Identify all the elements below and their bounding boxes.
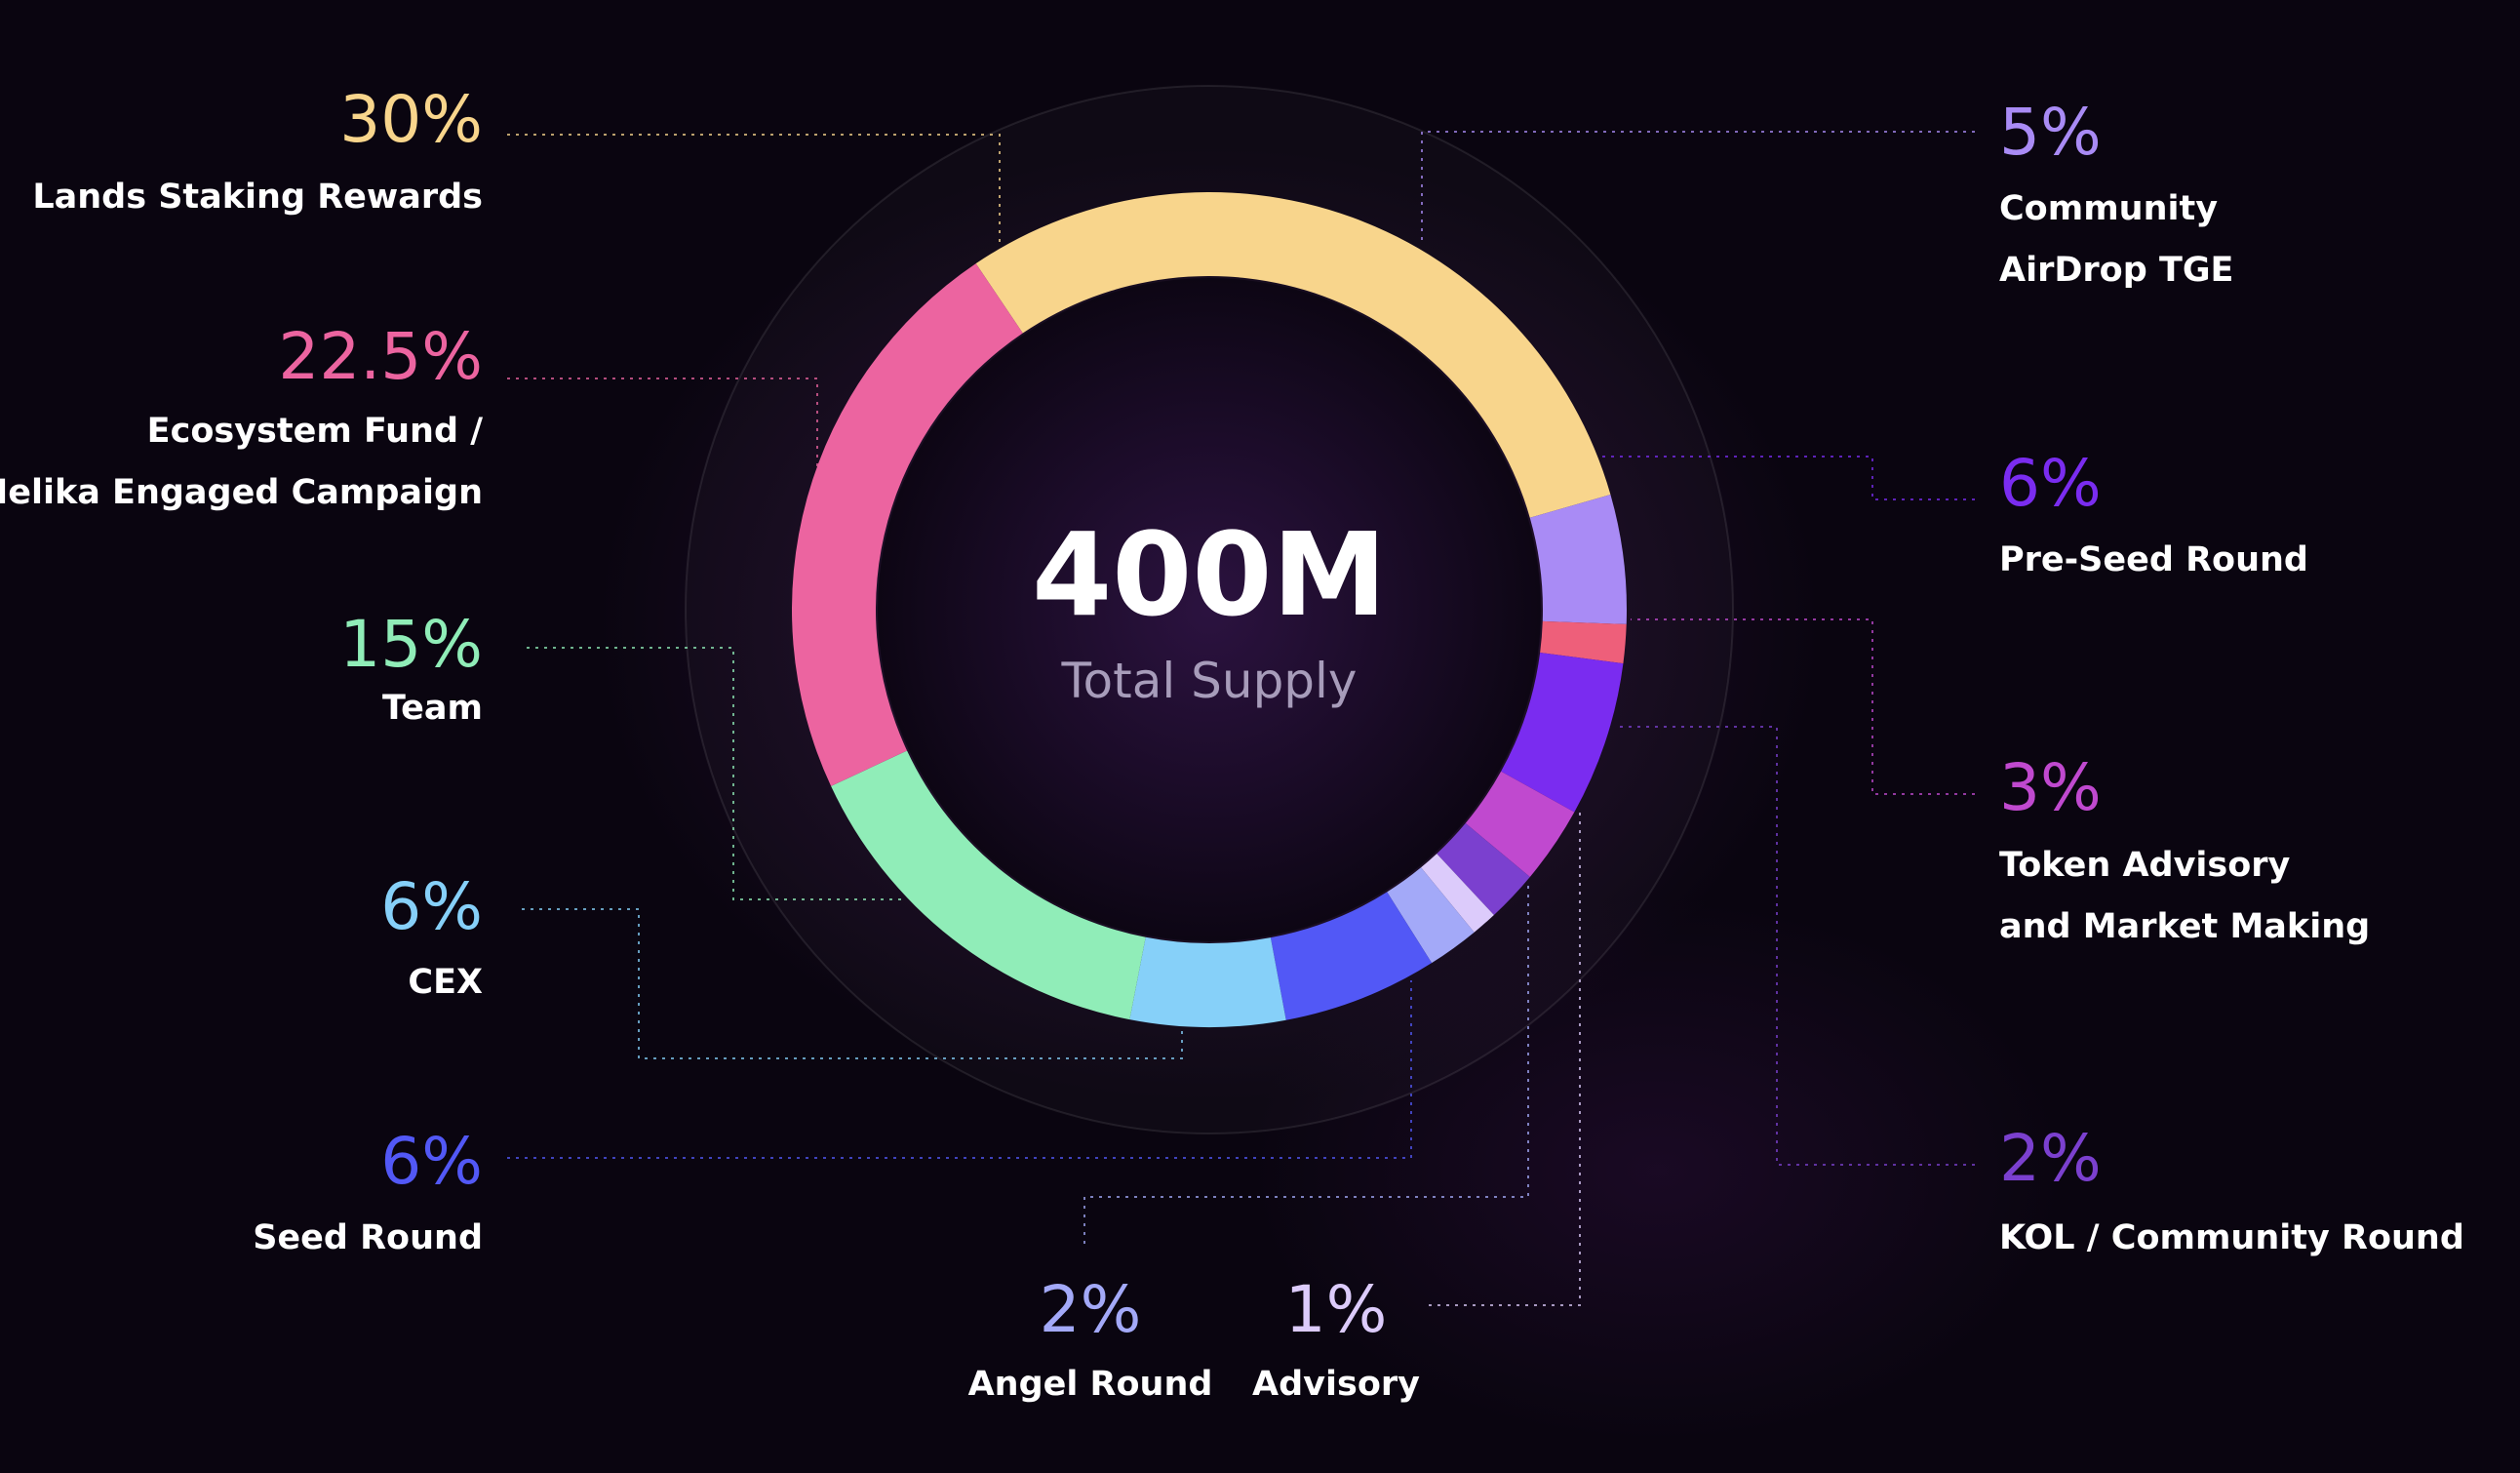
outer-ring xyxy=(685,85,1734,1135)
name-label-team: Team xyxy=(382,689,483,728)
slice-team xyxy=(831,750,1146,1020)
percent-label-team: 15% xyxy=(339,607,483,682)
leader-line-kol-community-round xyxy=(1619,726,1975,1166)
percent-label-lands-staking-rewards: 30% xyxy=(339,82,483,157)
leader-lines xyxy=(507,131,1975,1306)
slice-seed-round xyxy=(1270,892,1433,1020)
slice-ecosystem-fund-helika-engaged-campaign xyxy=(792,263,1023,786)
slice-pre-seed-round xyxy=(1501,653,1624,813)
name-label-ecosystem-fund-helika-engaged-campaign-line2: Helika Engaged Campaign xyxy=(0,473,483,512)
leader-line-community-airdrop-tge xyxy=(1421,131,1975,244)
name-label-token-advisory-and-market-making-line1: Token Advisory xyxy=(1999,846,2291,885)
slice-lands-staking-rewards xyxy=(975,191,1611,518)
percent-label-pre-seed-round: 6% xyxy=(1999,446,2102,521)
name-label-community-airdrop-tge-line1: Community xyxy=(1999,189,2218,228)
name-label-lands-staking-rewards: Lands Staking Rewards xyxy=(32,178,483,217)
name-label-advisory: Advisory xyxy=(1252,1365,1420,1404)
leader-line-pre-seed-round xyxy=(1599,456,1975,500)
center-value: 400M xyxy=(1032,507,1387,642)
name-label-cex: CEX xyxy=(408,963,483,1002)
name-label-kol-community-round: KOL / Community Round xyxy=(1999,1218,2464,1257)
name-label-token-advisory-and-market-making-line2: and Market Making xyxy=(1999,907,2370,946)
percent-label-token-advisory-and-market-making: 3% xyxy=(1999,750,2102,825)
percent-label-angel-round: 2% xyxy=(1040,1272,1142,1347)
percent-label-cex: 6% xyxy=(380,869,483,944)
center-label: Total Supply xyxy=(1060,653,1357,709)
slice-cex xyxy=(1129,936,1286,1027)
name-label-ecosystem-fund-helika-engaged-campaign-line1: Ecosystem Fund / xyxy=(147,412,484,451)
leader-line-cex xyxy=(522,908,1183,1059)
slice-advisory xyxy=(1421,854,1494,933)
percent-label-kol-community-round: 2% xyxy=(1999,1121,2102,1196)
leader-line-ecosystem-fund-helika-engaged-campaign xyxy=(507,378,818,476)
leader-line-advisory xyxy=(1429,810,1581,1306)
slice-angel-round xyxy=(1387,867,1475,964)
leader-line-lands-staking-rewards xyxy=(507,134,1001,244)
slice-community-airdrop-tge xyxy=(1529,495,1627,624)
percent-label-ecosystem-fund-helika-engaged-campaign: 22.5% xyxy=(278,319,483,394)
percent-label-advisory: 1% xyxy=(1285,1272,1388,1347)
slice-unlabeled xyxy=(1540,620,1627,664)
name-label-angel-round: Angel Round xyxy=(968,1365,1213,1404)
name-label-seed-round: Seed Round xyxy=(253,1218,483,1257)
leader-line-token-advisory-and-market-making xyxy=(1631,618,1975,795)
slice-token-advisory-and-market-making xyxy=(1465,771,1575,877)
percent-label-seed-round: 6% xyxy=(380,1124,483,1199)
leader-line-seed-round xyxy=(507,980,1412,1159)
donut-slices xyxy=(792,191,1627,1027)
percent-label-community-airdrop-tge: 5% xyxy=(1999,95,2102,170)
name-label-community-airdrop-tge-line2: AirDrop TGE xyxy=(1999,251,2233,290)
slice-kol-community-round xyxy=(1437,822,1530,916)
slice-labels: 30% Lands Staking Rewards 5% Community AirDr… xyxy=(0,82,2464,1404)
name-label-pre-seed-round: Pre-Seed Round xyxy=(1999,540,2308,579)
donut-hole xyxy=(878,278,1541,941)
